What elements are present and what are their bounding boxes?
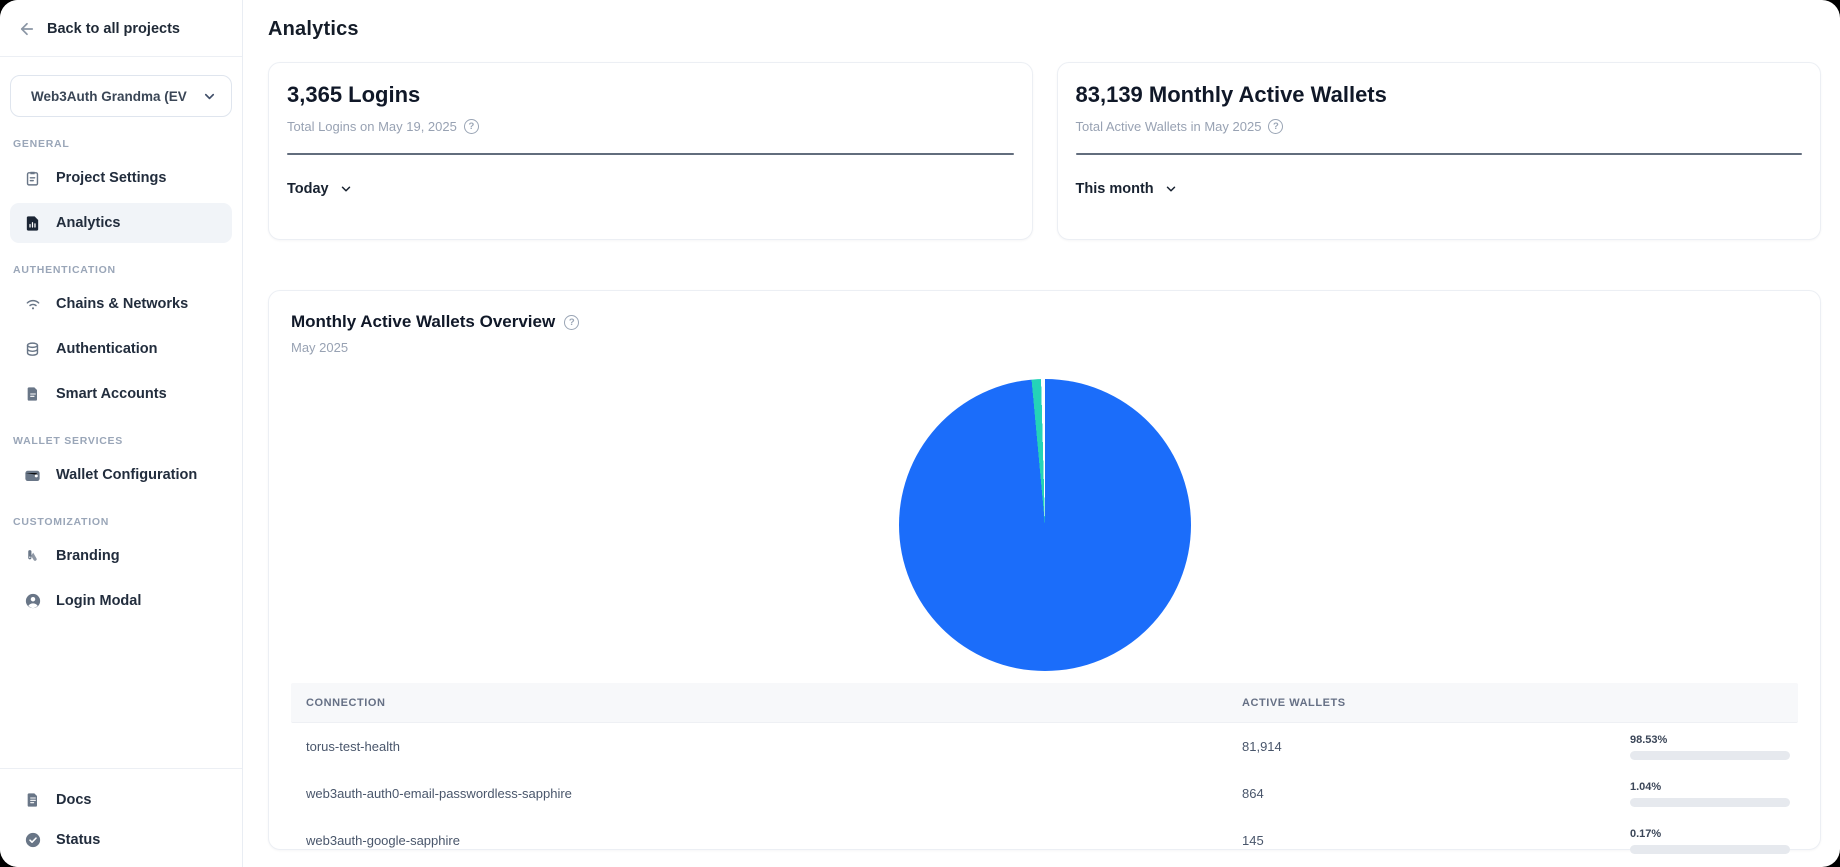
active-wallets-count: 145 <box>1242 833 1264 848</box>
logins-stat-card: 3,365 Logins Total Logins on May 19, 202… <box>268 62 1033 240</box>
file-icon <box>23 385 42 404</box>
percent-label: 0.17% <box>1630 827 1662 840</box>
sidebar-item-wallet-configuration[interactable]: Wallet Configuration <box>10 455 232 495</box>
sidebar-item-status[interactable]: Status <box>10 821 232 859</box>
section-label-wallet-services: WALLET SERVICES <box>13 435 124 447</box>
active-wallets-range-dropdown[interactable]: This month <box>1076 181 1178 197</box>
percent-bar-track <box>1630 844 1790 854</box>
logins-range-value: Today <box>287 181 329 197</box>
sidebar-item-branding[interactable]: Branding <box>10 536 232 576</box>
wallets-overview-card: Monthly Active Wallets Overview ? May 20… <box>268 290 1821 854</box>
page-title: Analytics <box>268 18 359 40</box>
sidebar-item-label: Wallet Configuration <box>56 467 198 483</box>
table-row: web3auth-google-sapphire 145 0.17% <box>291 817 1798 864</box>
sidebar-item-label: Docs <box>56 792 92 808</box>
overview-title: Monthly Active Wallets Overview <box>291 312 556 331</box>
sidebar-item-label: Authentication <box>56 341 158 357</box>
percent-bar-track <box>1630 797 1790 807</box>
branding-paint-icon <box>23 547 42 566</box>
database-icon <box>23 340 42 359</box>
pie-chart-area <box>291 367 1798 683</box>
docs-icon <box>23 791 42 810</box>
active-wallets-stat-subtitle: Total Active Wallets in May 2025 <box>1075 119 1262 134</box>
logins-range-dropdown[interactable]: Today <box>287 181 353 197</box>
active-wallets-pie-chart <box>898 379 1191 671</box>
sidebar-item-authentication[interactable]: Authentication <box>10 329 232 369</box>
table-row: web3auth-auth0-email-passwordless-sapphi… <box>291 770 1798 817</box>
back-arrow-icon <box>20 22 34 36</box>
help-icon[interactable]: ? <box>463 119 479 134</box>
percent-cell: 0.17% <box>1630 828 1798 854</box>
check-circle-icon <box>23 831 42 850</box>
sidebar-item-label: Project Settings <box>56 170 167 186</box>
sidebar-item-chains-networks[interactable]: Chains & Networks <box>10 284 232 324</box>
connections-table: CONNECTION ACTIVE WALLETS torus-test-hea… <box>291 683 1798 864</box>
connection-name: torus-test-health <box>306 739 400 754</box>
overview-subtitle: May 2025 <box>291 340 349 355</box>
sidebar-item-login-modal[interactable]: Login Modal <box>10 581 232 621</box>
project-selector-value: Web3Auth Grandma (EV <box>31 88 187 104</box>
column-header-active-wallets: ACTIVE WALLETS <box>1242 696 1346 709</box>
sidebar-item-project-settings[interactable]: Project Settings <box>10 158 232 198</box>
connection-name: web3auth-google-sapphire <box>306 833 460 848</box>
active-wallets-range-value: This month <box>1075 181 1154 197</box>
back-label: Back to all projects <box>47 21 180 37</box>
table-header: CONNECTION ACTIVE WALLETS <box>291 683 1798 723</box>
chevron-down-icon <box>1166 186 1175 192</box>
main-content: Analytics 3,365 Logins Total Logins on M… <box>243 0 1840 867</box>
percent-cell: 1.04% <box>1630 781 1798 807</box>
help-icon[interactable]: ? <box>1268 119 1284 134</box>
stat-divider <box>1075 153 1802 155</box>
percent-cell: 98.53% <box>1630 734 1798 760</box>
active-wallets-stat-card: 83,139 Monthly Active Wallets Total Acti… <box>1056 62 1821 240</box>
back-to-projects-link[interactable]: Back to all projects <box>0 0 242 56</box>
column-header-connection: CONNECTION <box>306 696 386 709</box>
help-icon[interactable]: ? <box>564 314 580 330</box>
sidebar-item-label: Smart Accounts <box>56 386 167 402</box>
table-row: torus-test-health 81,914 98.53% <box>291 723 1798 770</box>
sidebar-footer: Docs Status <box>0 768 242 867</box>
sidebar-item-label: Status <box>56 832 101 848</box>
percent-label: 1.04% <box>1630 780 1662 793</box>
sidebar-item-label: Analytics <box>56 215 121 231</box>
sidebar-item-smart-accounts[interactable]: Smart Accounts <box>10 374 232 414</box>
sidebar-divider <box>0 56 242 57</box>
section-label-customization: CUSTOMIZATION <box>13 516 110 528</box>
sidebar-item-label: Branding <box>56 548 120 564</box>
sidebar: Back to all projects Web3Auth Grandma (E… <box>0 0 243 867</box>
percent-label: 98.53% <box>1630 733 1668 746</box>
active-wallets-count: 81,914 <box>1242 739 1282 754</box>
percent-bar-track <box>1630 750 1790 760</box>
clipboard-icon <box>23 169 42 188</box>
section-label-general: GENERAL <box>13 138 70 150</box>
sidebar-footer-divider <box>0 768 242 769</box>
sidebar-item-docs[interactable]: Docs <box>10 781 232 819</box>
user-circle-icon <box>23 592 42 611</box>
project-selector[interactable]: Web3Auth Grandma (EV <box>10 75 232 117</box>
sidebar-item-analytics[interactable]: Analytics <box>10 203 232 243</box>
wallet-icon <box>23 466 42 485</box>
network-signal-icon <box>23 295 42 314</box>
logins-stat-value: 3,365 Logins <box>287 82 421 107</box>
section-label-authentication: AUTHENTICATION <box>13 264 116 276</box>
connection-name: web3auth-auth0-email-passwordless-sapphi… <box>306 786 572 801</box>
analytics-icon <box>23 214 42 233</box>
sidebar-item-label: Login Modal <box>56 593 142 609</box>
sidebar-nav: GENERAL Project Settings Analytics AUTHE… <box>0 117 242 626</box>
stat-divider <box>287 153 1014 155</box>
stat-cards-row: 3,365 Logins Total Logins on May 19, 202… <box>268 62 1821 240</box>
active-wallets-stat-value: 83,139 Monthly Active Wallets <box>1075 82 1387 107</box>
sidebar-item-label: Chains & Networks <box>56 296 189 312</box>
chevron-down-icon <box>341 186 350 192</box>
chevron-down-icon <box>204 93 215 99</box>
logins-stat-subtitle: Total Logins on May 19, 2025 <box>287 119 457 134</box>
active-wallets-count: 864 <box>1242 786 1264 801</box>
